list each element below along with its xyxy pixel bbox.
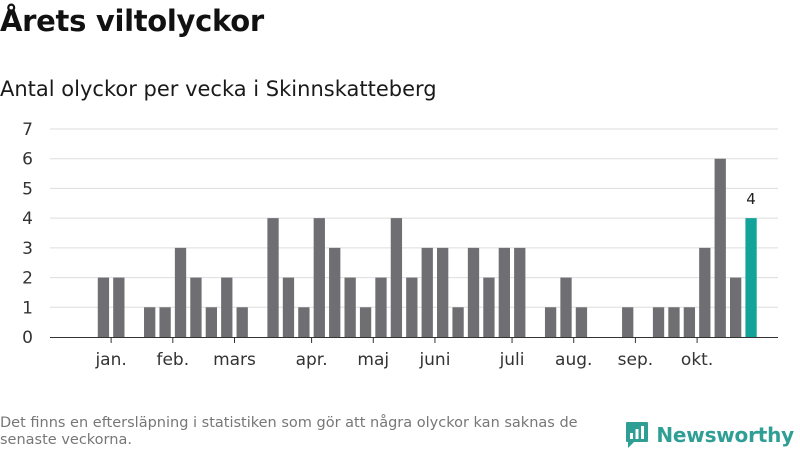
x-tick-label: apr.	[296, 350, 328, 370]
bar	[437, 247, 449, 337]
bar	[190, 277, 202, 337]
bar	[498, 247, 510, 337]
x-tick-label: aug.	[555, 350, 592, 370]
x-tick-label: feb.	[156, 350, 189, 370]
bar	[683, 307, 696, 337]
bar	[514, 247, 526, 337]
bar	[560, 277, 572, 337]
bar	[221, 277, 233, 337]
bar	[267, 218, 279, 337]
bar	[298, 307, 310, 337]
y-tick-label: 6	[22, 150, 33, 170]
bar	[344, 277, 356, 337]
bar	[375, 277, 387, 337]
x-tick-label: maj	[357, 350, 389, 370]
footnote: Det finns en eftersläpning i statistiken…	[0, 415, 578, 448]
bar	[359, 307, 372, 337]
bar	[729, 277, 742, 337]
bar	[467, 247, 480, 337]
bar	[97, 277, 110, 337]
bar	[406, 277, 418, 337]
brand-name: Newsworthy	[656, 423, 794, 447]
bar	[144, 307, 156, 337]
y-tick-label: 4	[22, 209, 33, 229]
bar	[714, 158, 726, 337]
x-tick-label: sep.	[618, 350, 654, 370]
bar	[113, 277, 125, 337]
bar	[421, 247, 433, 337]
x-tick-label: mars	[213, 350, 256, 370]
bar	[483, 277, 495, 337]
x-tick-label: juni	[418, 350, 450, 370]
data-label: 4	[746, 190, 756, 208]
chart-title: Årets viltolyckor	[0, 4, 264, 38]
bar	[622, 307, 634, 337]
bar	[668, 307, 680, 337]
bar	[452, 307, 464, 337]
bar	[159, 307, 171, 337]
y-tick-label: 5	[22, 179, 33, 199]
y-tick-label: 3	[22, 239, 33, 259]
bar	[236, 307, 248, 337]
bar	[282, 277, 295, 337]
bar	[544, 307, 557, 337]
y-tick-label: 0	[22, 328, 33, 348]
y-tick-label: 2	[22, 269, 33, 289]
bar-chart: 0 1 2 3 4 5 6 7 4 jan. feb. mars apr. maj juni juli aug.…	[22, 120, 778, 370]
x-tick-label: jan.	[94, 350, 126, 370]
bar	[205, 307, 218, 337]
brand-logo: Newsworthy	[625, 420, 794, 450]
bar	[313, 218, 325, 337]
x-tick-label: juli	[499, 350, 525, 370]
bar	[329, 247, 341, 337]
bar	[575, 307, 588, 337]
bar	[174, 247, 187, 337]
bar	[390, 218, 403, 337]
highlighted-bar	[745, 218, 757, 337]
bar	[652, 307, 665, 337]
y-tick-label: 7	[22, 120, 33, 140]
x-tick-label: okt.	[681, 350, 713, 370]
chart-subtitle: Antal olyckor per vecka i Skinnskatteber…	[0, 77, 437, 101]
newsworthy-logo-icon	[626, 422, 649, 448]
bar	[699, 247, 711, 337]
y-tick-label: 1	[22, 298, 33, 318]
